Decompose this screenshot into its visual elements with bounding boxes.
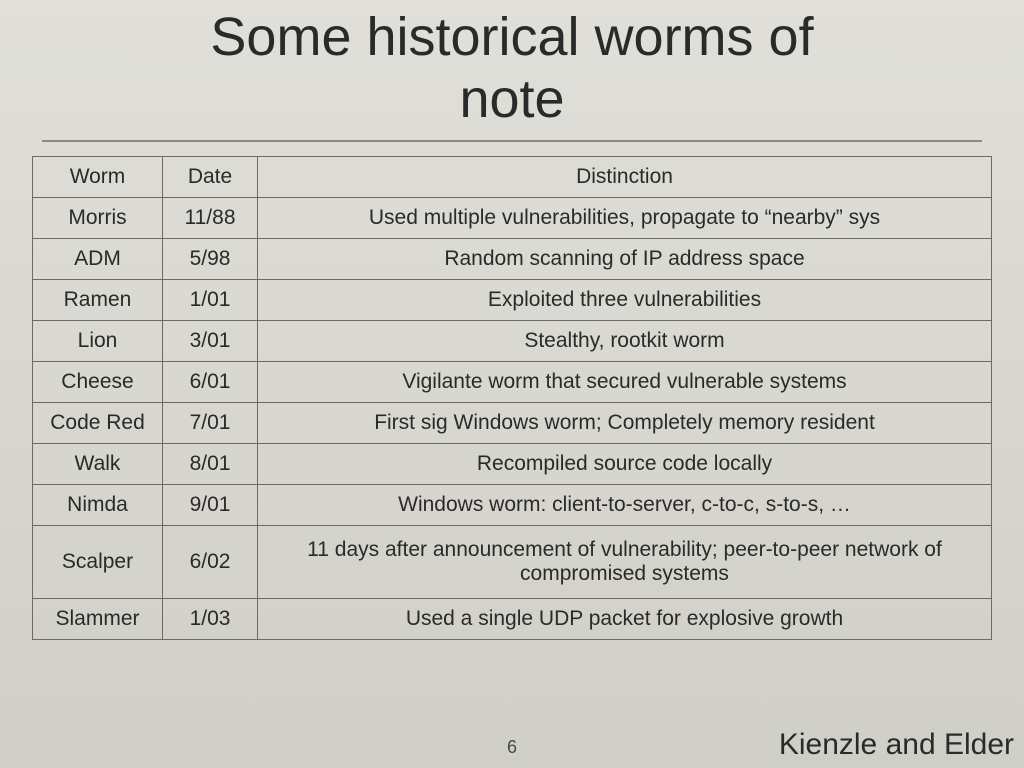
cell-date: 11/88 bbox=[163, 198, 258, 239]
cell-worm: Morris bbox=[33, 198, 163, 239]
cell-distinction: First sig Windows worm; Completely memor… bbox=[258, 403, 992, 444]
slide-title: Some historical worms of note bbox=[0, 0, 1024, 130]
cell-worm: Slammer bbox=[33, 599, 163, 640]
cell-worm: Lion bbox=[33, 321, 163, 362]
cell-distinction: 11 days after announcement of vulnerabil… bbox=[258, 526, 992, 599]
cell-distinction: Windows worm: client-to-server, c-to-c, … bbox=[258, 485, 992, 526]
cell-date: 6/01 bbox=[163, 362, 258, 403]
title-underline bbox=[42, 140, 982, 142]
table-row: Morris 11/88 Used multiple vulnerabiliti… bbox=[33, 198, 992, 239]
worms-table-container: Worm Date Distinction Morris 11/88 Used … bbox=[32, 156, 992, 640]
cell-distinction: Random scanning of IP address space bbox=[258, 239, 992, 280]
table-row: Scalper 6/02 11 days after announcement … bbox=[33, 526, 992, 599]
cell-date: 1/01 bbox=[163, 280, 258, 321]
cell-distinction: Used a single UDP packet for explosive g… bbox=[258, 599, 992, 640]
table-row: Code Red 7/01 First sig Windows worm; Co… bbox=[33, 403, 992, 444]
cell-date: 6/02 bbox=[163, 526, 258, 599]
table-row: Slammer 1/03 Used a single UDP packet fo… bbox=[33, 599, 992, 640]
cell-distinction: Exploited three vulnerabilities bbox=[258, 280, 992, 321]
cell-date: 3/01 bbox=[163, 321, 258, 362]
cell-worm: Cheese bbox=[33, 362, 163, 403]
cell-distinction: Stealthy, rootkit worm bbox=[258, 321, 992, 362]
cell-worm: Walk bbox=[33, 444, 163, 485]
col-header-distinction: Distinction bbox=[258, 157, 992, 198]
table-row: Nimda 9/01 Windows worm: client-to-serve… bbox=[33, 485, 992, 526]
cell-distinction: Used multiple vulnerabilities, propagate… bbox=[258, 198, 992, 239]
cell-date: 7/01 bbox=[163, 403, 258, 444]
worms-table: Worm Date Distinction Morris 11/88 Used … bbox=[32, 156, 992, 640]
table-row: ADM 5/98 Random scanning of IP address s… bbox=[33, 239, 992, 280]
col-header-date: Date bbox=[163, 157, 258, 198]
table-row: Walk 8/01 Recompiled source code locally bbox=[33, 444, 992, 485]
title-line-1: Some historical worms of bbox=[210, 7, 813, 67]
title-line-2: note bbox=[459, 69, 564, 129]
cell-date: 1/03 bbox=[163, 599, 258, 640]
cell-date: 8/01 bbox=[163, 444, 258, 485]
cell-worm: Ramen bbox=[33, 280, 163, 321]
col-header-worm: Worm bbox=[33, 157, 163, 198]
cell-date: 9/01 bbox=[163, 485, 258, 526]
cell-worm: ADM bbox=[33, 239, 163, 280]
cell-distinction: Recompiled source code locally bbox=[258, 444, 992, 485]
table-row: Lion 3/01 Stealthy, rootkit worm bbox=[33, 321, 992, 362]
cell-date: 5/98 bbox=[163, 239, 258, 280]
cell-distinction: Vigilante worm that secured vulnerable s… bbox=[258, 362, 992, 403]
table-row: Cheese 6/01 Vigilante worm that secured … bbox=[33, 362, 992, 403]
slide: Some historical worms of note Worm Date … bbox=[0, 0, 1024, 768]
table-header-row: Worm Date Distinction bbox=[33, 157, 992, 198]
cell-worm: Nimda bbox=[33, 485, 163, 526]
cell-worm: Code Red bbox=[33, 403, 163, 444]
table-row: Ramen 1/01 Exploited three vulnerabiliti… bbox=[33, 280, 992, 321]
cell-worm: Scalper bbox=[33, 526, 163, 599]
attribution-text: Kienzle and Elder bbox=[779, 728, 1014, 762]
